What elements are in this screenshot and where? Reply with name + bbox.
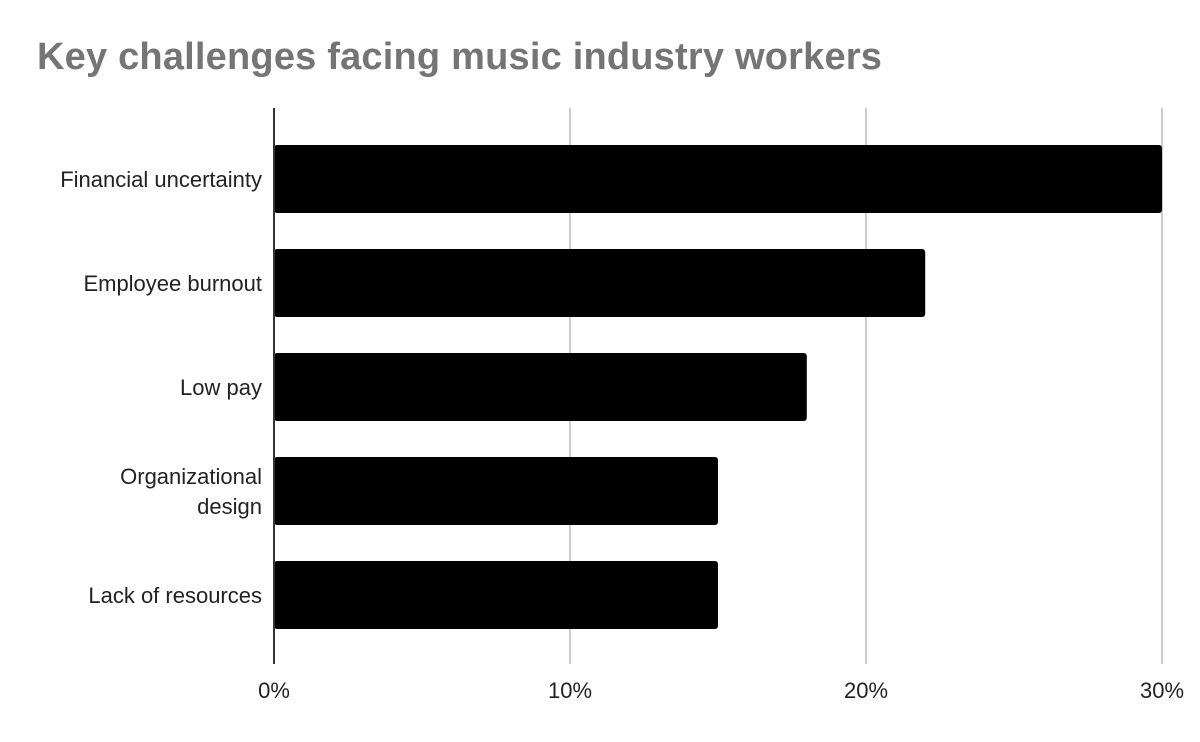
category-label-1-line-0: Employee burnout	[83, 271, 262, 296]
bar-4	[274, 561, 718, 629]
category-labels: Financial uncertainty Employee burnout Low…	[60, 167, 262, 608]
chart-title: Key challenges facing music industry wor…	[37, 36, 883, 78]
category-label-0: Financial uncertainty	[60, 167, 262, 192]
bar-0	[274, 145, 1162, 213]
category-label-1: Employee burnout	[83, 271, 262, 296]
category-label-0-line-0: Financial uncertainty	[60, 167, 262, 192]
bar-1	[274, 249, 926, 317]
x-tick-label-2: 20%	[844, 678, 888, 703]
category-label-2: Low pay	[180, 375, 262, 400]
category-label-2-line-0: Low pay	[180, 375, 262, 400]
category-label-4: Lack of resources	[88, 583, 262, 608]
x-axis-ticks: 0% 10% 20% 30%	[258, 678, 1184, 703]
x-tick-label-1: 10%	[548, 678, 592, 703]
x-tick-label-3: 30%	[1140, 678, 1184, 703]
bars	[274, 145, 1162, 629]
category-label-3: Organizational design	[120, 464, 262, 519]
category-label-4-line-0: Lack of resources	[88, 583, 262, 608]
x-tick-label-0: 0%	[258, 678, 290, 703]
category-label-3-line-1: design	[197, 494, 262, 519]
bar-3	[274, 457, 718, 525]
bar-2	[274, 353, 807, 421]
category-label-3-line-0: Organizational	[120, 464, 262, 489]
